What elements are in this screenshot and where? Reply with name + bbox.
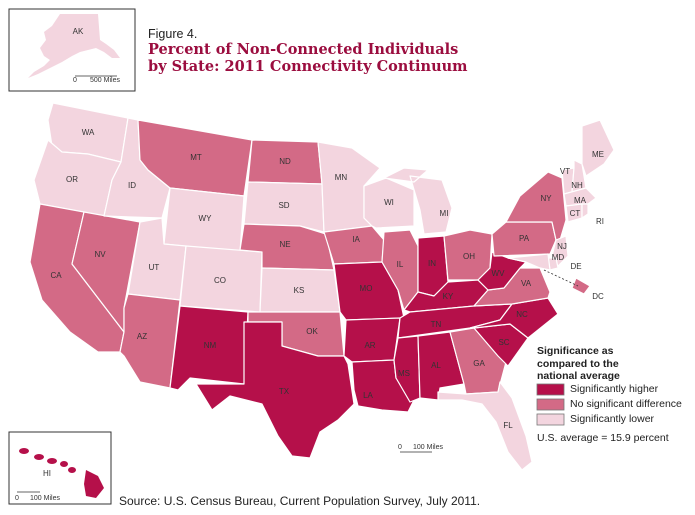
state-label-DE: DE	[570, 262, 581, 271]
legend-label-lower: Significantly lower	[570, 413, 655, 425]
state-WI	[363, 177, 415, 229]
state-SD	[243, 181, 325, 233]
state-label-RI: RI	[596, 217, 604, 226]
state-FL	[437, 381, 533, 471]
legend-title: Significance as compared to the national…	[537, 345, 667, 383]
legend-swatch-lower	[536, 413, 565, 426]
source-note: Source: U.S. Census Bureau, Current Popu…	[119, 494, 481, 508]
state-label-CA: CA	[50, 271, 62, 280]
state-NY	[505, 171, 567, 241]
state-MD	[507, 253, 551, 271]
state-label-VT: VT	[560, 167, 570, 176]
state-label-UT: UT	[149, 263, 160, 272]
state-label-CO: CO	[214, 276, 226, 285]
state-label-KY: KY	[443, 292, 454, 301]
legend-item-nodiff: No significant difference	[570, 398, 682, 410]
state-AK	[28, 14, 120, 78]
state-label-MN: MN	[335, 173, 348, 182]
state-label-NM: NM	[204, 341, 217, 350]
state-label-ME: ME	[592, 150, 604, 159]
main-scale-zero: 0	[398, 444, 402, 451]
state-label-WV: WV	[492, 269, 506, 278]
state-label-MT: MT	[190, 153, 202, 162]
state-label-WI: WI	[384, 198, 394, 207]
state-label-MS: MS	[398, 369, 410, 378]
state-MA	[563, 187, 597, 207]
state-label-TN: TN	[431, 320, 442, 329]
state-AR	[343, 317, 401, 363]
state-label-NE: NE	[279, 240, 290, 249]
state-label-WY: WY	[199, 214, 213, 223]
state-label-NY: NY	[540, 194, 552, 203]
state-label-IL: IL	[397, 260, 404, 269]
state-label-ND: ND	[279, 157, 291, 166]
state-ME	[581, 119, 615, 177]
legend-swatch-nodiff	[536, 398, 565, 411]
state-labels: WA OR CA NV ID MT WY UT AZ CO NM ND SD NE KS OK TX MN IA MO…	[50, 128, 604, 430]
state-label-AK: AK	[73, 27, 84, 36]
state-IA	[323, 225, 385, 265]
state-label-KS: KS	[294, 286, 305, 295]
state-label-MD: MD	[552, 253, 565, 262]
dc-leader-line	[543, 269, 579, 287]
state-label-NH: NH	[571, 181, 583, 190]
figure-label: Figure 4.	[148, 27, 198, 41]
states-group	[29, 102, 615, 471]
state-label-OK: OK	[306, 327, 318, 336]
state-label-DC: DC	[592, 292, 604, 301]
state-label-AL: AL	[431, 361, 441, 370]
state-label-AR: AR	[364, 341, 375, 350]
legend-title-line1: Significance as	[537, 345, 614, 357]
state-label-PA: PA	[519, 234, 530, 243]
state-label-NJ: NJ	[557, 242, 567, 251]
hawaii-scale-label: 100 Miles	[30, 495, 60, 502]
state-DC	[571, 277, 591, 295]
state-label-OH: OH	[463, 252, 475, 261]
state-label-HI: HI	[43, 469, 51, 478]
figure-title: Percent of Non-Connected Individuals by …	[148, 41, 478, 75]
alaska-scale-label: 500 Miles	[90, 77, 120, 84]
legend-title-line2: compared to the	[537, 357, 619, 370]
state-label-MA: MA	[574, 196, 587, 205]
state-label-GA: GA	[473, 359, 485, 368]
us-average-note: U.S. average = 15.9 percent	[537, 432, 669, 444]
state-label-IN: IN	[428, 259, 436, 268]
legend-title-line3: national average	[537, 370, 620, 382]
state-label-SC: SC	[498, 338, 509, 347]
hawaii-scale-zero: 0	[15, 495, 19, 502]
alaska-scale-zero: 0	[73, 77, 77, 84]
state-label-NV: NV	[94, 250, 106, 259]
state-label-ID: ID	[128, 181, 136, 190]
state-label-MO: MO	[360, 284, 373, 293]
state-label-AZ: AZ	[137, 332, 147, 341]
legend-label-higher: Significantly higher	[570, 383, 659, 395]
state-HI	[19, 448, 104, 498]
state-label-CT: CT	[570, 209, 581, 218]
state-label-TX: TX	[279, 387, 290, 396]
state-label-FL: FL	[503, 421, 513, 430]
figure-title-line1: Percent of Non-Connected Individuals	[148, 41, 459, 58]
legend-swatch-higher	[536, 383, 565, 396]
state-label-WA: WA	[82, 128, 95, 137]
state-AZ	[119, 293, 181, 389]
main-scale-label: 100 Miles	[413, 444, 443, 451]
state-TX	[195, 321, 355, 459]
state-label-NC: NC	[516, 310, 528, 319]
figure-title-line2: by State: 2011 Connectivity Continuum	[148, 58, 468, 75]
state-MI	[383, 167, 453, 235]
state-RI	[581, 203, 589, 219]
state-label-VA: VA	[521, 279, 532, 288]
state-label-LA: LA	[363, 391, 373, 400]
state-label-OR: OR	[66, 175, 78, 184]
state-label-IA: IA	[352, 235, 360, 244]
legend-item-higher: Significantly higher	[570, 383, 658, 395]
legend-item-lower: Significantly lower	[570, 413, 654, 425]
state-label-SD: SD	[278, 201, 289, 210]
legend-label-nodiff: No significant difference	[570, 398, 682, 410]
state-label-MI: MI	[440, 209, 449, 218]
state-NC	[469, 297, 559, 339]
